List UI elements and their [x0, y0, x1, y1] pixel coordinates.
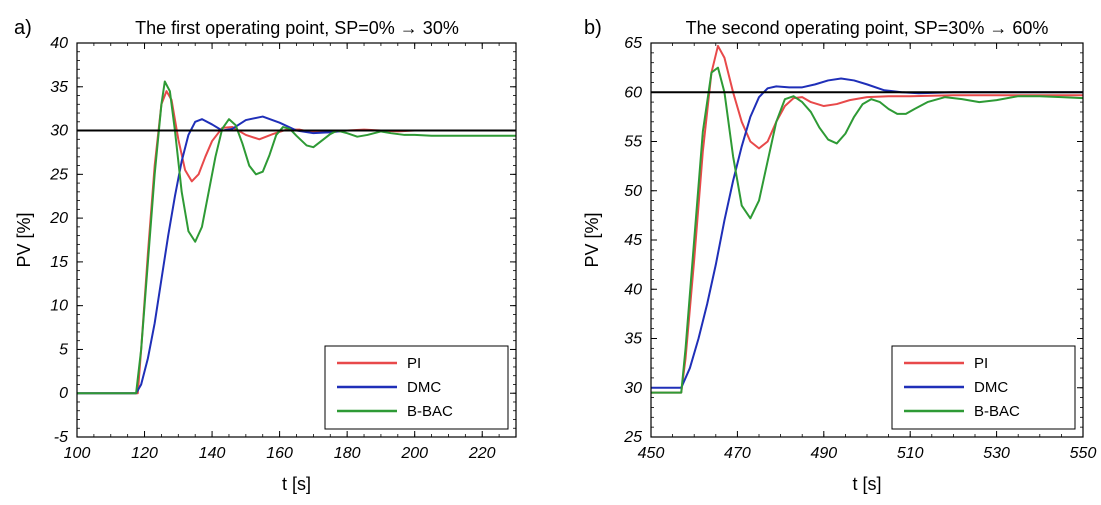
panel-b-series-pi: [651, 44, 1083, 394]
panel-b-frame: [650, 42, 1084, 438]
panel-a-letter: a): [14, 17, 32, 39]
panel-a-legend-label-pi: PI: [407, 355, 421, 372]
panel-a-legend-label-b-bac: B-BAC: [407, 403, 453, 420]
panel-a-ytick-label: 10: [50, 298, 68, 315]
panel-b-ytick-label: 55: [624, 134, 642, 151]
panel-b-xtick-label: 490: [810, 445, 837, 462]
panel-a: a) The first operating point, SP=0% → 30%…: [14, 17, 517, 494]
panel-b-series-b-bac: [651, 66, 1083, 394]
panel-a-ylabel: PV [%]: [14, 212, 34, 267]
panel-a-xtick-label: 140: [199, 445, 226, 462]
panel-a-ytick-label: 20: [49, 210, 68, 227]
panel-a-ytick-label: 0: [59, 385, 68, 402]
panel-b-series-dmc: [651, 77, 1083, 389]
panel-a-ytick-label: -5: [54, 429, 68, 446]
panel-b-xtick-label: 510: [897, 445, 924, 462]
panel-b-legend-label-dmc: DMC: [974, 379, 1008, 396]
panel-b-plot-area: [651, 44, 1083, 394]
panel-a-legend-label-dmc: DMC: [407, 379, 441, 396]
panel-a-ytick-label: 30: [50, 123, 68, 140]
panel-a-frame: [76, 42, 517, 438]
panel-a-title: The first operating point, SP=0% → 30%: [135, 18, 459, 38]
panel-b-letter: b): [584, 17, 602, 39]
panel-a-ytick-label: 15: [50, 254, 68, 271]
panel-b-ylabel: PV [%]: [582, 212, 602, 267]
panel-b-legend-label-b-bac: B-BAC: [974, 403, 1020, 420]
panel-b-ytick-label: 50: [624, 183, 642, 200]
panel-b-xtick-label: 450: [638, 445, 665, 462]
panel-a-xtick-label: 160: [266, 445, 293, 462]
panel-b-ytick-label: 60: [624, 84, 642, 101]
panel-a-legend: PI DMC B-BAC: [324, 345, 509, 430]
panel-a-xtick-label: 180: [334, 445, 361, 462]
panel-a-xtick-label: 100: [64, 445, 91, 462]
panel-b-ytick-label: 65: [624, 35, 642, 52]
panel-a-plot-area: [77, 80, 516, 395]
panel-b-xlabel: t [s]: [852, 474, 881, 494]
panel-b: b) The second operating point, SP=30% → 6…: [582, 17, 1096, 494]
panel-b-ytick-label: 30: [624, 380, 642, 397]
panel-b-ytick-label: 40: [624, 281, 642, 298]
panel-a-xtick-label: 200: [400, 445, 428, 462]
panel-b-ytick-label: 45: [624, 232, 642, 249]
panel-b-ytick-label: 35: [624, 331, 642, 348]
panel-a-xlabel: t [s]: [282, 474, 311, 494]
panel-b-ytick-label: 25: [623, 429, 642, 446]
panel-b-title: The second operating point, SP=30% → 60%: [686, 18, 1049, 38]
panel-b-legend-label-pi: PI: [974, 355, 988, 372]
panel-a-ytick-label: 40: [50, 35, 68, 52]
panel-b-legend: PI DMC B-BAC: [891, 345, 1076, 430]
panel-b-xtick-label: 470: [724, 445, 751, 462]
panel-a-ytick-label: 35: [50, 79, 68, 96]
panel-a-xtick-label: 120: [131, 445, 158, 462]
panel-a-ytick-label: 5: [59, 341, 68, 358]
panel-b-xtick-label: 550: [1070, 445, 1097, 462]
panel-a-ytick-label: 25: [49, 166, 68, 183]
panel-a-xtick-label: 220: [468, 445, 496, 462]
panel-b-xtick-label: 530: [983, 445, 1010, 462]
